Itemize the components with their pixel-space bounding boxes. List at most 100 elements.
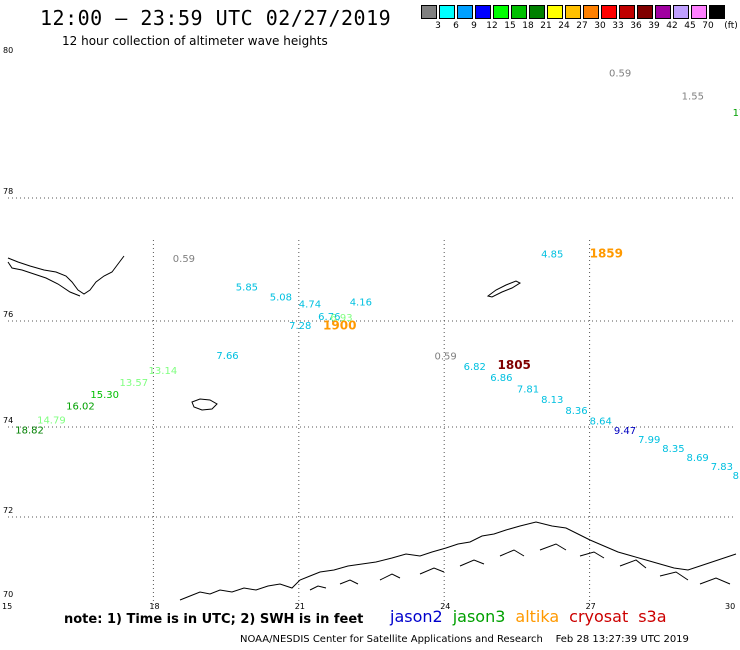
- pass-time-label: 1859: [590, 247, 623, 261]
- wave-height-value: 6.76: [318, 312, 340, 323]
- pass-time-label: 1900: [323, 318, 356, 332]
- legend-value: 33: [612, 21, 624, 31]
- legend-swatch: [619, 5, 635, 19]
- wave-height-value: 4.16: [350, 298, 372, 309]
- wave-height-value: 9.47: [614, 426, 636, 437]
- pass-time-label: 1805: [498, 358, 531, 372]
- lat-tick-label: 70: [3, 590, 13, 599]
- wave-height-value: 7.99: [638, 435, 660, 446]
- legend-swatch: [565, 5, 581, 19]
- lon-tick-label: 30: [725, 602, 735, 611]
- lon-tick-label: 18: [149, 602, 159, 611]
- legend-swatch: [709, 5, 725, 19]
- lat-tick-label: 78: [3, 187, 13, 196]
- lon-tick-label: 21: [295, 602, 305, 611]
- legend-swatch: [601, 5, 617, 19]
- legend-swatch: [421, 5, 437, 19]
- svalbard-coast: [7, 255, 125, 297]
- wave-height-value: 8.35: [662, 444, 684, 455]
- satellite-name: cryosat: [569, 607, 629, 626]
- legend-swatch: [493, 5, 509, 19]
- legend-swatch: [439, 5, 455, 19]
- wave-height-value: 4.85: [541, 250, 563, 261]
- wave-height-value: 6.82: [464, 362, 486, 373]
- hopen-island: [486, 280, 522, 298]
- wave-height-value: 0.59: [435, 352, 457, 363]
- wave-height-value: 6.86: [490, 373, 512, 384]
- wave-height-value: 15.30: [90, 390, 119, 401]
- lon-tick-label: 24: [440, 602, 450, 611]
- legend-value: 24: [558, 21, 570, 31]
- footer-note: note: 1) Time is in UTC; 2) SWH is in fe…: [64, 612, 364, 627]
- wave-height-value: 14.79: [37, 415, 66, 426]
- observation-labels: 0.59 1.55 17 4.85 1859 0.59 5.85 5.08 4.74 4.16 6.…: [15, 69, 740, 482]
- legend-swatch: [655, 5, 671, 19]
- legend-value: 39: [648, 21, 660, 31]
- wave-height-value: 0.59: [173, 254, 195, 265]
- legend-swatch: [475, 5, 491, 19]
- legend-swatch: [547, 5, 563, 19]
- credit-text: NOAA/NESDIS Center for Satellite Applica…: [240, 634, 543, 645]
- wave-height-value: 13.14: [149, 366, 178, 377]
- lon-tick-label: 27: [586, 602, 596, 611]
- wave-height-value: 8.64: [590, 416, 612, 427]
- wave-height-value: 17: [733, 108, 740, 119]
- wave-height-value: 8.69: [687, 453, 709, 464]
- legend-value: 12: [486, 21, 498, 31]
- legend-swatch: [673, 5, 689, 19]
- coastline: [7, 255, 737, 601]
- legend-value: 3: [435, 21, 441, 31]
- wave-height-value: 1.55: [682, 91, 704, 102]
- satellite-name: jason3: [452, 607, 506, 626]
- map-title: 12:00 — 23:59 UTC 02/27/2019: [40, 6, 392, 30]
- wave-height-value: 18.82: [15, 425, 44, 436]
- legend-value: 6: [453, 21, 459, 31]
- lat-tick-label: 74: [3, 416, 13, 425]
- legend-swatch: [637, 5, 653, 19]
- legend-value: 21: [540, 21, 552, 31]
- legend-value: 9: [471, 21, 477, 31]
- norway-coast: [179, 521, 737, 601]
- satellite-name: jason2: [390, 607, 443, 626]
- credit-line: NOAA/NESDIS Center for Satellite Applica…: [240, 634, 689, 645]
- legend-value: 70: [702, 21, 714, 31]
- legend-swatch: [529, 5, 545, 19]
- wave-height-value: 8.36: [565, 406, 587, 417]
- wave-height-value: 0.59: [609, 69, 631, 80]
- legend-swatch: [457, 5, 473, 19]
- wave-height-value: 5.85: [236, 282, 258, 293]
- wave-height-value: 7.28: [289, 321, 311, 332]
- legend-value: 27: [576, 21, 588, 31]
- wave-height-value: 4.74: [299, 299, 321, 310]
- lat-tick-label: 76: [3, 310, 13, 319]
- satellite-name: altika: [515, 607, 560, 626]
- legend-value: 30: [594, 21, 606, 31]
- wave-height-value: 8.13: [541, 395, 563, 406]
- wave-height-value: 5.08: [270, 293, 292, 304]
- lat-tick-label: 72: [3, 506, 13, 515]
- norway-coast-islands: [309, 543, 731, 591]
- legend-value: 18: [522, 21, 534, 31]
- wave-height-value: 16.02: [66, 402, 95, 413]
- legend-value: 42: [666, 21, 678, 31]
- bear-island: [191, 398, 218, 411]
- map-subtitle: 12 hour collection of altimeter wave hei…: [62, 34, 328, 48]
- wave-height-value: 8.06: [733, 471, 740, 482]
- wave-height-value: 7.66: [216, 351, 238, 362]
- satellite-legend: jason2 jason3 altika cryosat s3a: [390, 607, 677, 626]
- wave-height-value: 13.57: [119, 378, 148, 389]
- legend-unit: (ft): [724, 21, 738, 31]
- wave-height-value: 6.93: [330, 313, 352, 324]
- legend-swatch: [583, 5, 599, 19]
- satellite-name: s3a: [638, 607, 667, 626]
- timestamp: Feb 28 13:27:39 UTC 2019: [555, 634, 689, 645]
- legend-value: 36: [630, 21, 642, 31]
- wave-height-value: 7.83: [711, 462, 733, 473]
- lat-tick-label: 80: [3, 46, 13, 55]
- wave-height-value: 7.81: [517, 385, 539, 396]
- legend-swatch: [511, 5, 527, 19]
- lon-tick-label: 15: [2, 602, 12, 611]
- legend-swatch: [691, 5, 707, 19]
- lat-lon-grid: 15 18 21 24 27 30 80 78 76 74 72 70: [2, 46, 735, 611]
